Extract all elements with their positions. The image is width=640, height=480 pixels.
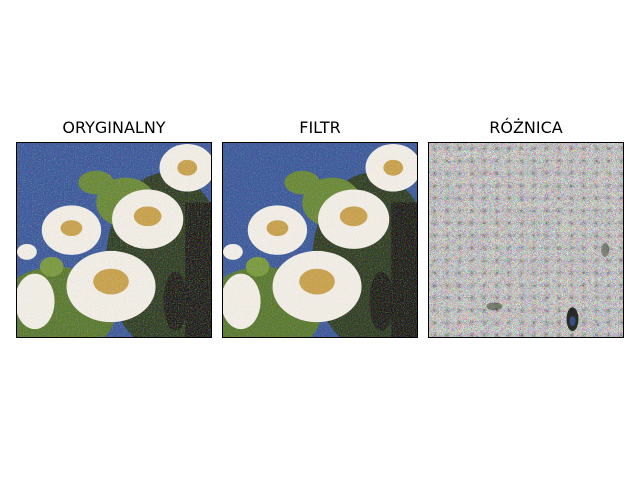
panel-title-original: ORYGINALNY: [62, 118, 166, 137]
difference-noise-image: [429, 143, 623, 337]
flower-photo-filtered: [223, 143, 417, 337]
panel-title-difference: RÓŻNICA: [489, 118, 563, 137]
image-original: [16, 142, 212, 338]
image-difference: [428, 142, 624, 338]
image-filtered: [222, 142, 418, 338]
panel-title-filtered: FILTR: [299, 118, 341, 137]
flower-photo-original: [17, 143, 211, 337]
